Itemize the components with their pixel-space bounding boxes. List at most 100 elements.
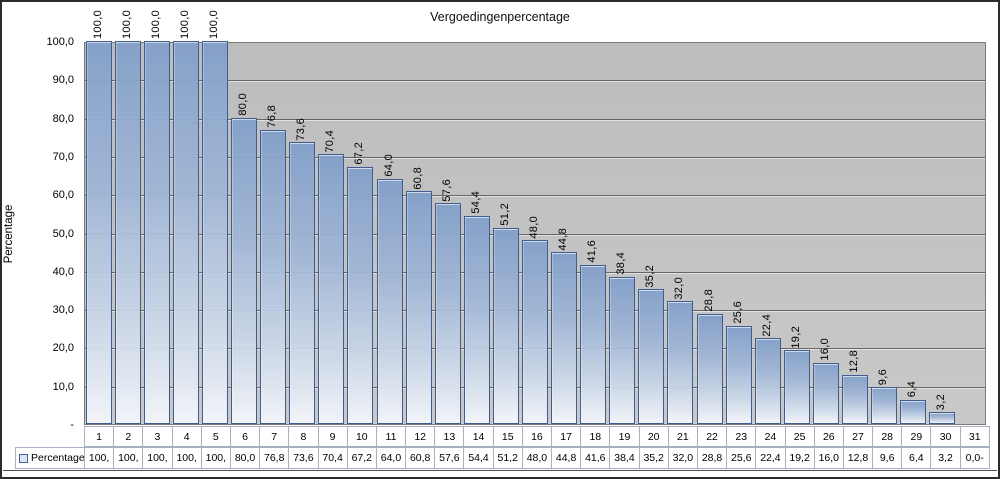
bar-value-label: 28,8 (702, 289, 715, 312)
plot-area (84, 41, 986, 425)
table-value-cell: 19,2 (784, 447, 814, 469)
y-axis-tick-label: 90,0 (52, 74, 74, 87)
bar (405, 191, 432, 424)
x-axis-category-cell: 29 (901, 426, 931, 447)
bar-value-label: 25,6 (731, 301, 744, 324)
bar (783, 350, 810, 424)
bar (580, 264, 607, 424)
table-value-cell: 54,4 (463, 447, 493, 469)
bar (754, 338, 781, 424)
bar (522, 240, 548, 424)
bar-value-label: 16,0 (818, 338, 831, 361)
bar (609, 276, 636, 424)
bar-value-label: 38,4 (615, 252, 628, 275)
bar (289, 142, 316, 424)
x-axis-category-cell: 30 (930, 426, 960, 447)
bar-value-label: 41,6 (586, 240, 599, 263)
bar-value-label: 70,4 (324, 129, 337, 153)
table-value-cell: 100, (84, 447, 114, 469)
chart-title: Vergoedingenpercentage (430, 10, 570, 24)
y-axis-tick-label: 10,0 (52, 380, 74, 393)
bar (260, 129, 287, 424)
bar-value-label: 6,4 (906, 381, 919, 398)
y-axis-tick-label: 70,0 (52, 150, 74, 163)
bar-value-label: 32,0 (673, 276, 686, 300)
x-axis-category-cell: 12 (405, 426, 435, 447)
bar-value-label: 44,8 (557, 227, 570, 251)
x-axis-category-cell: 3 (142, 426, 172, 447)
x-axis-category-cell: 23 (726, 426, 756, 447)
table-value-cell: 38,4 (609, 447, 639, 469)
bar (667, 301, 694, 424)
x-axis-category-cell: 16 (521, 426, 551, 447)
bar (871, 387, 898, 424)
table-value-cell: 25,6 (726, 447, 756, 469)
x-axis-category-cell: 25 (784, 426, 814, 447)
bar (929, 411, 956, 424)
bar-value-label: 67,2 (353, 142, 366, 165)
x-axis-category-cell: 9 (317, 426, 347, 447)
x-axis-category-cell: 22 (696, 426, 727, 447)
x-axis-category-cell: 6 (229, 426, 260, 447)
bar (347, 166, 374, 424)
bar-value-label: 57,6 (440, 178, 453, 202)
bar-value-label: 100,0 (149, 9, 162, 39)
x-axis-category-cell: 4 (171, 426, 201, 447)
x-axis-category-cell: 1 (84, 426, 114, 447)
x-axis-category-cell: 5 (200, 426, 230, 447)
gridline (85, 156, 985, 158)
table-value-cell: 70,4 (317, 447, 347, 469)
x-axis-category-cell: 13 (434, 426, 464, 447)
table-value-cell: 64,0 (375, 447, 406, 469)
table-value-cell: 6,4 (901, 447, 931, 469)
bar-value-label: 64,0 (382, 154, 395, 177)
y-axis-tick-label: 100,0 (46, 36, 74, 48)
y-axis-tick-label: 40,0 (52, 265, 74, 278)
bar (143, 41, 170, 424)
bar (812, 362, 839, 424)
table-value-cell: 12,8 (842, 447, 873, 469)
bar (376, 178, 403, 424)
bar (492, 227, 519, 424)
bar-value-label: 76,8 (266, 105, 279, 128)
bar-value-label: 51,2 (498, 203, 511, 226)
gridline (85, 195, 985, 197)
table-value-cell: 0,0- (959, 447, 990, 469)
chart-frame-bottom-border (3, 470, 997, 471)
bar (318, 154, 345, 424)
x-axis-category-cell: 28 (872, 426, 902, 447)
bar (85, 41, 112, 424)
table-value-cell: 57,6 (434, 447, 464, 469)
x-axis-category-cell: 26 (813, 426, 843, 447)
x-axis-category-cell: 8 (288, 426, 318, 447)
bar-value-label: 80,0 (237, 93, 250, 116)
table-value-cell: 76,8 (259, 447, 289, 469)
table-value-cell: 32,0 (667, 447, 697, 469)
bar (696, 313, 723, 424)
x-axis-category-cell: 10 (346, 426, 376, 447)
bar-value-label: 100,0 (91, 9, 104, 39)
x-axis-category-cell: 2 (113, 426, 143, 447)
table-value-cell: 60,8 (405, 447, 435, 469)
bar-value-label: 100,0 (207, 9, 220, 39)
table-value-cell: 100, (200, 447, 230, 469)
bar (172, 41, 199, 424)
x-axis-category-cell: 18 (580, 426, 610, 447)
x-axis-category-cell: 19 (609, 426, 639, 447)
table-value-cell: 16,0 (813, 447, 843, 469)
data-table-row: Percentage 100, 100, 100, 100, 100, 80,0 76,8 7… (15, 447, 990, 469)
gridline (85, 80, 985, 82)
bar (551, 252, 578, 424)
x-axis-category-cell: 24 (755, 426, 785, 447)
legend-cell: Percentage (15, 447, 84, 469)
x-axis-category-cell: 21 (667, 426, 697, 447)
x-axis-category-cell: 27 (842, 426, 873, 447)
table-value-cell: 9,6 (872, 447, 902, 469)
bar-value-label: 22,4 (760, 313, 773, 337)
bar (231, 117, 258, 424)
y-axis-tick-label: 20,0 (52, 342, 74, 355)
bar-value-label: 73,6 (295, 117, 308, 141)
bar-value-label: 35,2 (644, 264, 657, 288)
bar (842, 374, 869, 424)
